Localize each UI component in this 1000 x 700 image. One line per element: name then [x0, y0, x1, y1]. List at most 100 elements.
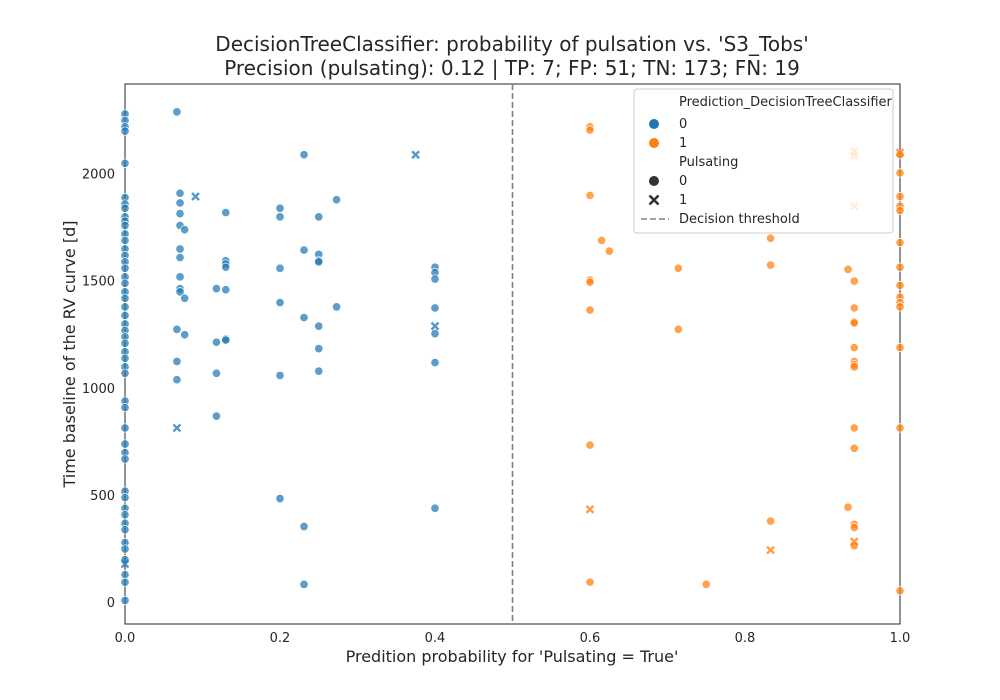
legend-marker-prediction-1 [649, 138, 659, 148]
y-tick-label: 500 [90, 489, 115, 504]
data-point-pred0-puls0 [175, 209, 185, 219]
data-point-pred0-puls0 [120, 368, 130, 378]
data-point-pred0-puls0 [120, 158, 130, 168]
legend-label-threshold: Decision threshold [679, 212, 800, 227]
x-axis-ticks: 0.0 0.2 0.4 0.6 0.8 1.0 [115, 631, 911, 646]
legend-label-prediction-0: 0 [679, 117, 687, 132]
data-point-pred0-puls0 [180, 293, 190, 303]
data-point-pred0-puls0 [172, 375, 182, 385]
data-point-pred1-puls0 [849, 318, 859, 328]
x-tick-label: 0.0 [115, 631, 136, 646]
data-point-pred0-puls0 [120, 126, 130, 136]
data-point-pred0-puls0 [120, 278, 130, 288]
data-point-pred0-puls0 [211, 411, 221, 421]
data-point-pred0-puls0 [175, 244, 185, 254]
y-axis-ticks: 0 500 1000 1500 2000 [82, 168, 115, 612]
data-point-pred0-puls0 [275, 298, 285, 308]
data-point-pred1-puls0 [849, 343, 859, 353]
data-point-pred0-puls0 [120, 302, 130, 312]
data-point-pred1-puls0 [585, 190, 595, 200]
data-point-pred1-puls0 [766, 233, 776, 243]
data-point-pred0-puls0 [175, 188, 185, 198]
data-point-pred0-puls0 [275, 263, 285, 273]
data-point-pred1-puls0 [673, 324, 683, 334]
data-point-pred0-puls0 [120, 203, 130, 213]
data-point-pred0-puls1 [411, 150, 420, 160]
data-point-pred0-puls0 [120, 263, 130, 273]
x-axis-label: Predition probability for 'Pulsating = T… [346, 647, 679, 666]
data-point-pred0-puls0 [120, 310, 130, 320]
data-point-pred1-puls0 [849, 276, 859, 286]
data-point-pred0-puls0 [430, 329, 440, 339]
data-point-pred1-puls0 [895, 205, 905, 215]
data-point-pred0-puls0 [221, 262, 231, 272]
data-point-pred0-puls0 [430, 503, 440, 513]
x-tick-label: 0.2 [270, 631, 291, 646]
data-point-pred0-puls0 [120, 338, 130, 348]
chart-subtitle: Precision (pulsating): 0.12 | TP: 7; FP:… [224, 56, 800, 80]
data-point-pred0-puls0 [332, 195, 342, 205]
legend-hue-title: Prediction_DecisionTreeClassifier [679, 95, 893, 110]
data-point-pred0-puls0 [120, 293, 130, 303]
data-point-pred1-puls0 [895, 262, 905, 272]
x-tick-label: 1.0 [890, 631, 911, 646]
data-point-pred0-puls0 [175, 272, 185, 282]
data-point-pred1-puls0 [895, 423, 905, 433]
x-tick-label: 0.4 [425, 631, 446, 646]
legend-marker-pulsating-0 [649, 176, 659, 186]
data-point-pred1-puls1 [766, 545, 775, 555]
data-point-pred0-puls0 [120, 525, 130, 535]
data-point-pred0-puls0 [120, 423, 130, 433]
data-point-pred1-puls0 [895, 343, 905, 353]
data-point-pred1-puls1 [849, 537, 859, 546]
data-point-pred0-puls0 [211, 337, 221, 347]
data-point-pred0-puls0 [120, 220, 130, 230]
data-point-pred0-puls0 [332, 302, 342, 312]
y-axis-label: Time baseline of the RV curve [d] [60, 220, 79, 488]
legend-label-pulsating-1: 1 [679, 193, 687, 208]
data-point-pred0-puls0 [180, 330, 190, 340]
data-point-pred1-puls0 [849, 362, 859, 372]
data-point-pred0-puls0 [275, 370, 285, 380]
data-point-pred1-puls0 [895, 586, 905, 596]
data-point-pred0-puls0 [430, 274, 440, 284]
data-point-pred1-puls0 [673, 263, 683, 273]
data-point-pred0-puls0 [120, 544, 130, 554]
data-point-pred0-puls0 [221, 335, 231, 345]
data-point-pred1-puls0 [895, 168, 905, 178]
data-point-pred0-puls0 [120, 595, 130, 605]
data-point-pred1-puls0 [766, 516, 776, 526]
data-point-pred1-puls0 [585, 305, 595, 315]
data-point-pred0-puls0 [430, 303, 440, 313]
data-point-pred0-puls1 [120, 559, 130, 569]
data-point-pred1-puls0 [849, 523, 859, 533]
data-point-pred0-puls1 [430, 321, 440, 331]
data-point-pred0-puls0 [120, 403, 130, 413]
data-point-pred0-puls0 [211, 368, 221, 378]
data-point-pred0-puls0 [120, 454, 130, 464]
data-point-pred0-puls0 [120, 510, 130, 520]
data-point-pred0-puls0 [314, 344, 324, 354]
data-point-pred0-puls0 [120, 577, 130, 587]
data-point-pred1-puls1 [585, 505, 595, 514]
data-point-pred0-puls0 [299, 150, 309, 160]
data-point-pred0-puls0 [314, 212, 324, 222]
data-point-pred1-puls0 [895, 280, 905, 290]
data-point-pred0-puls0 [120, 353, 130, 363]
data-point-pred1-puls0 [597, 235, 607, 245]
data-point-pred0-puls0 [221, 208, 231, 218]
data-point-pred1-puls0 [604, 246, 614, 256]
data-point-pred1-puls0 [843, 264, 853, 274]
data-point-pred1-puls0 [701, 579, 711, 589]
data-point-pred0-puls0 [221, 285, 231, 295]
data-point-pred0-puls0 [180, 225, 190, 235]
legend-marker-prediction-0 [649, 119, 659, 129]
data-point-pred0-puls0 [275, 212, 285, 222]
data-point-pred1-puls0 [895, 302, 905, 312]
data-point-pred1-puls0 [585, 440, 595, 450]
data-points [120, 107, 905, 605]
data-point-pred0-puls0 [275, 494, 285, 504]
data-point-pred0-puls0 [275, 203, 285, 213]
data-point-pred0-puls0 [299, 579, 309, 589]
